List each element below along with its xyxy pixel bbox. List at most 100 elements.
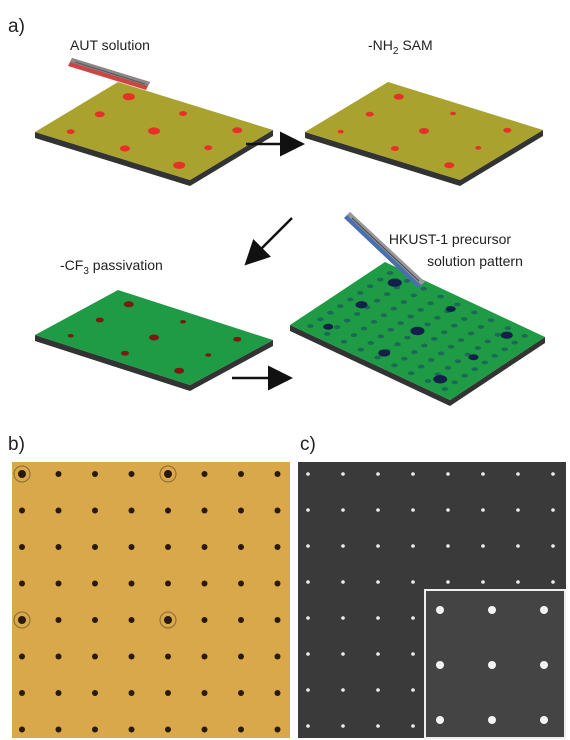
dot bbox=[341, 472, 345, 476]
dot bbox=[238, 727, 244, 733]
dot bbox=[275, 727, 281, 733]
spot bbox=[356, 301, 368, 308]
dot bbox=[129, 617, 135, 623]
dot bbox=[436, 661, 444, 669]
spot bbox=[173, 162, 185, 169]
spot bbox=[367, 284, 373, 288]
dot bbox=[436, 606, 444, 614]
spot bbox=[394, 94, 404, 100]
spot bbox=[505, 326, 511, 330]
dot bbox=[238, 471, 244, 477]
dot bbox=[306, 508, 310, 512]
dot bbox=[129, 690, 135, 696]
micrograph bbox=[12, 462, 290, 738]
spot bbox=[425, 379, 431, 383]
dot bbox=[92, 617, 98, 623]
dot bbox=[19, 727, 25, 733]
dot bbox=[488, 606, 496, 614]
dot bbox=[129, 581, 135, 587]
dot bbox=[56, 617, 62, 623]
dot bbox=[516, 544, 520, 548]
spot bbox=[421, 344, 427, 348]
dot bbox=[19, 581, 25, 587]
panel-label: a) bbox=[8, 16, 25, 37]
spot bbox=[471, 310, 477, 314]
dot bbox=[202, 654, 208, 660]
spot bbox=[121, 351, 129, 356]
dot bbox=[92, 690, 98, 696]
arrow bbox=[248, 218, 292, 262]
dot bbox=[129, 727, 135, 733]
step-label: -NH2 SAM bbox=[368, 37, 433, 57]
dot bbox=[436, 716, 444, 724]
dot bbox=[18, 616, 26, 624]
dot bbox=[540, 716, 548, 724]
spot bbox=[391, 146, 399, 151]
dot bbox=[202, 727, 208, 733]
spot bbox=[179, 111, 187, 116]
spot bbox=[387, 271, 393, 275]
dot bbox=[165, 690, 171, 696]
dot bbox=[202, 508, 208, 514]
dot bbox=[56, 727, 62, 733]
dot bbox=[341, 724, 345, 728]
plate bbox=[305, 82, 543, 186]
dot bbox=[551, 580, 555, 584]
spot bbox=[232, 127, 242, 133]
spot bbox=[521, 334, 527, 338]
dot bbox=[306, 724, 310, 728]
spot bbox=[478, 325, 484, 329]
dot bbox=[275, 471, 281, 477]
spot bbox=[95, 111, 105, 117]
spot bbox=[149, 335, 159, 341]
spot bbox=[374, 356, 380, 360]
spot bbox=[394, 342, 400, 346]
spot bbox=[454, 303, 460, 307]
spot bbox=[388, 328, 394, 332]
spot bbox=[445, 366, 451, 370]
dot bbox=[129, 471, 135, 477]
spot bbox=[421, 287, 427, 291]
figure: a) AUT solution -NH2 SAM -CF3 passivatio… bbox=[0, 0, 570, 740]
spot bbox=[347, 298, 353, 302]
dot bbox=[56, 654, 62, 660]
spot bbox=[419, 128, 429, 134]
dot bbox=[56, 508, 62, 514]
step-label: -CF3 passivation bbox=[60, 257, 163, 277]
dot bbox=[411, 652, 415, 656]
spot bbox=[341, 340, 347, 344]
spot bbox=[450, 112, 456, 116]
spot bbox=[391, 307, 397, 311]
dot bbox=[92, 471, 98, 477]
dot bbox=[376, 724, 380, 728]
dot bbox=[238, 690, 244, 696]
spot bbox=[451, 324, 457, 328]
dot bbox=[275, 617, 281, 623]
dot bbox=[275, 581, 281, 587]
dot bbox=[411, 616, 415, 620]
spot bbox=[427, 301, 433, 305]
dot bbox=[540, 606, 548, 614]
spot bbox=[401, 357, 407, 361]
spot bbox=[437, 295, 443, 299]
spot bbox=[327, 311, 333, 315]
spot bbox=[407, 315, 413, 319]
dot bbox=[481, 544, 485, 548]
dot bbox=[56, 581, 62, 587]
spot bbox=[317, 317, 323, 321]
dot bbox=[341, 652, 345, 656]
step-label: AUT solution bbox=[70, 37, 150, 53]
dot bbox=[165, 727, 171, 733]
dot bbox=[376, 508, 380, 512]
step-label: solution pattern bbox=[427, 253, 523, 269]
spot bbox=[384, 292, 390, 296]
spot bbox=[377, 278, 383, 282]
dot bbox=[238, 544, 244, 550]
spot bbox=[503, 128, 511, 133]
spot bbox=[438, 351, 444, 355]
dot bbox=[446, 544, 450, 548]
spot bbox=[357, 291, 363, 295]
dot bbox=[411, 580, 415, 584]
spot bbox=[381, 313, 387, 317]
spot bbox=[233, 337, 241, 342]
